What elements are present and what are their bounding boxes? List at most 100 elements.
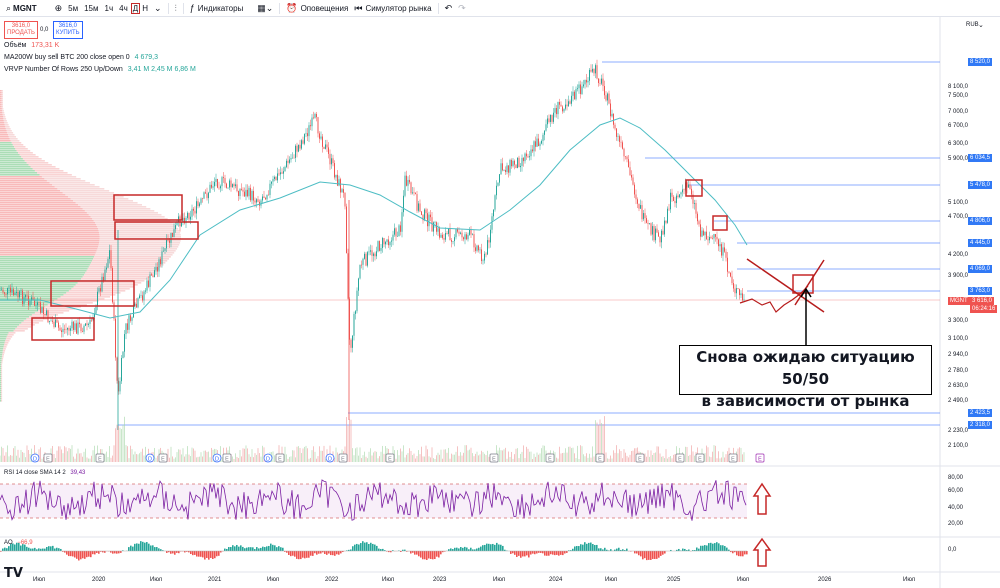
replay-button[interactable]: ⏮ Симулятор рынка (354, 3, 431, 13)
compare-button[interactable]: ⊕ (43, 2, 63, 13)
candle-body (463, 237, 464, 240)
ao-bar (714, 543, 716, 551)
event-marker[interactable] (695, 453, 705, 463)
ao-legend[interactable]: AO −66,9 (4, 540, 33, 546)
candle-body (455, 228, 457, 238)
buy-button[interactable]: 3616,0 КУПИТЬ (53, 21, 83, 39)
candle-body (341, 189, 343, 193)
volume-profile-bar (1, 398, 3, 400)
event-marker[interactable] (675, 453, 685, 463)
legend-ma200w[interactable]: MA200W buy sell BTC 200 close open 0 4 6… (4, 54, 158, 61)
plus-circle-icon: ⊕ (54, 2, 63, 13)
event-marker[interactable] (325, 453, 335, 463)
ao-bar (352, 546, 354, 551)
volume-bar (671, 458, 673, 462)
volume-bar (511, 451, 512, 462)
ao-bar (604, 547, 606, 551)
event-marker[interactable] (95, 453, 105, 463)
event-marker[interactable] (545, 453, 555, 463)
volume-profile-bar (0, 310, 39, 312)
event-marker[interactable] (222, 453, 232, 463)
volume-bar (518, 458, 520, 462)
volume-bar (661, 456, 662, 462)
candle-body (491, 216, 493, 230)
event-marker[interactable] (212, 453, 222, 463)
volume-bar (289, 456, 290, 462)
event-marker[interactable] (30, 453, 40, 463)
volume-bar (82, 456, 83, 462)
candle-body (733, 283, 734, 289)
event-marker[interactable] (635, 453, 645, 463)
event-marker[interactable] (385, 453, 395, 463)
volume-profile-bar (4, 122, 8, 124)
ao-bar (454, 547, 456, 551)
candle-body (596, 65, 598, 79)
interval-day[interactable]: Д (130, 2, 141, 14)
ao-bar (510, 551, 512, 554)
event-marker[interactable] (338, 453, 348, 463)
interval-15m[interactable]: 15м (84, 3, 99, 13)
indicators-button[interactable]: ƒ Индикаторы (190, 3, 244, 13)
trend-line[interactable] (746, 258, 825, 313)
volume-profile-bar (0, 326, 18, 328)
ao-bar (526, 551, 528, 556)
event-marker[interactable] (275, 453, 285, 463)
volume-profile-bar (0, 360, 2, 362)
templates-button[interactable]: ▦ ⌄ (249, 3, 273, 13)
volume-bar (608, 458, 610, 462)
event-marker[interactable] (755, 453, 765, 463)
rsi-legend[interactable]: RSI 14 close SMA 14 2 39,43 (4, 470, 85, 476)
volume-profile-bar (0, 208, 83, 210)
projection-path[interactable] (739, 285, 809, 313)
volume-bar (221, 457, 223, 462)
price-axis-label: 3 300,0 (948, 318, 969, 324)
event-marker[interactable] (43, 453, 53, 463)
horizontal-levels[interactable] (0, 61, 940, 426)
volume-profile-bar (0, 166, 31, 168)
alerts-button[interactable]: ⏰ Оповещения (286, 3, 348, 13)
interval-5m[interactable]: 5м (68, 3, 79, 13)
undo-button[interactable]: ↶ (445, 3, 453, 13)
ao-bar (534, 551, 536, 555)
volume-bar (346, 417, 347, 462)
legend-volume[interactable]: Объём 173,31 K (4, 42, 59, 49)
event-marker[interactable] (728, 453, 738, 463)
volume-profile-bar (0, 124, 5, 126)
settings-icon[interactable]: ⌄ (978, 22, 984, 29)
volume-bar (232, 456, 233, 462)
sell-button[interactable]: 3616,0 ПРОДАТЬ (4, 21, 38, 39)
symbol-search[interactable]: ⌕ MGNT (6, 3, 37, 13)
volume-bar (379, 456, 380, 462)
interval-1h[interactable]: 1ч (104, 3, 114, 13)
volume-bar (626, 455, 628, 462)
volume-bar (706, 445, 707, 462)
candle-body (167, 240, 169, 241)
volume-bar (236, 456, 238, 462)
event-marker[interactable] (263, 453, 273, 463)
volume-bar (692, 451, 694, 462)
volume-bar (515, 448, 517, 462)
volume-profile-bar (63, 294, 116, 296)
candle-body (319, 133, 320, 139)
event-marker[interactable] (145, 453, 155, 463)
interval-dropdown[interactable]: ⌄ (154, 3, 162, 13)
candle-body (353, 313, 355, 336)
redo-button[interactable]: ↷ (458, 3, 466, 13)
volume-profile-bar (92, 218, 168, 220)
interval-week[interactable]: Н (142, 3, 148, 13)
event-marker[interactable] (158, 453, 168, 463)
chart-type-button[interactable]: ⫶ (175, 3, 177, 13)
volume-profile-bar (3, 348, 6, 350)
event-marker[interactable] (595, 453, 605, 463)
legend-vrvp[interactable]: VRVP Number Of Rows 250 Up/Down 3,41 M 2… (4, 66, 196, 73)
currency-label[interactable]: RUB (966, 22, 979, 28)
interval-4h[interactable]: 4ч (119, 3, 128, 13)
candle-body (628, 159, 629, 168)
annotation-textbox[interactable]: Снова ожидаю ситуацию 50/50 в зависимост… (679, 345, 932, 410)
event-marker[interactable] (489, 453, 499, 463)
volume-bar (457, 446, 458, 462)
volume-bar (235, 453, 236, 462)
trend-line[interactable] (794, 259, 825, 306)
